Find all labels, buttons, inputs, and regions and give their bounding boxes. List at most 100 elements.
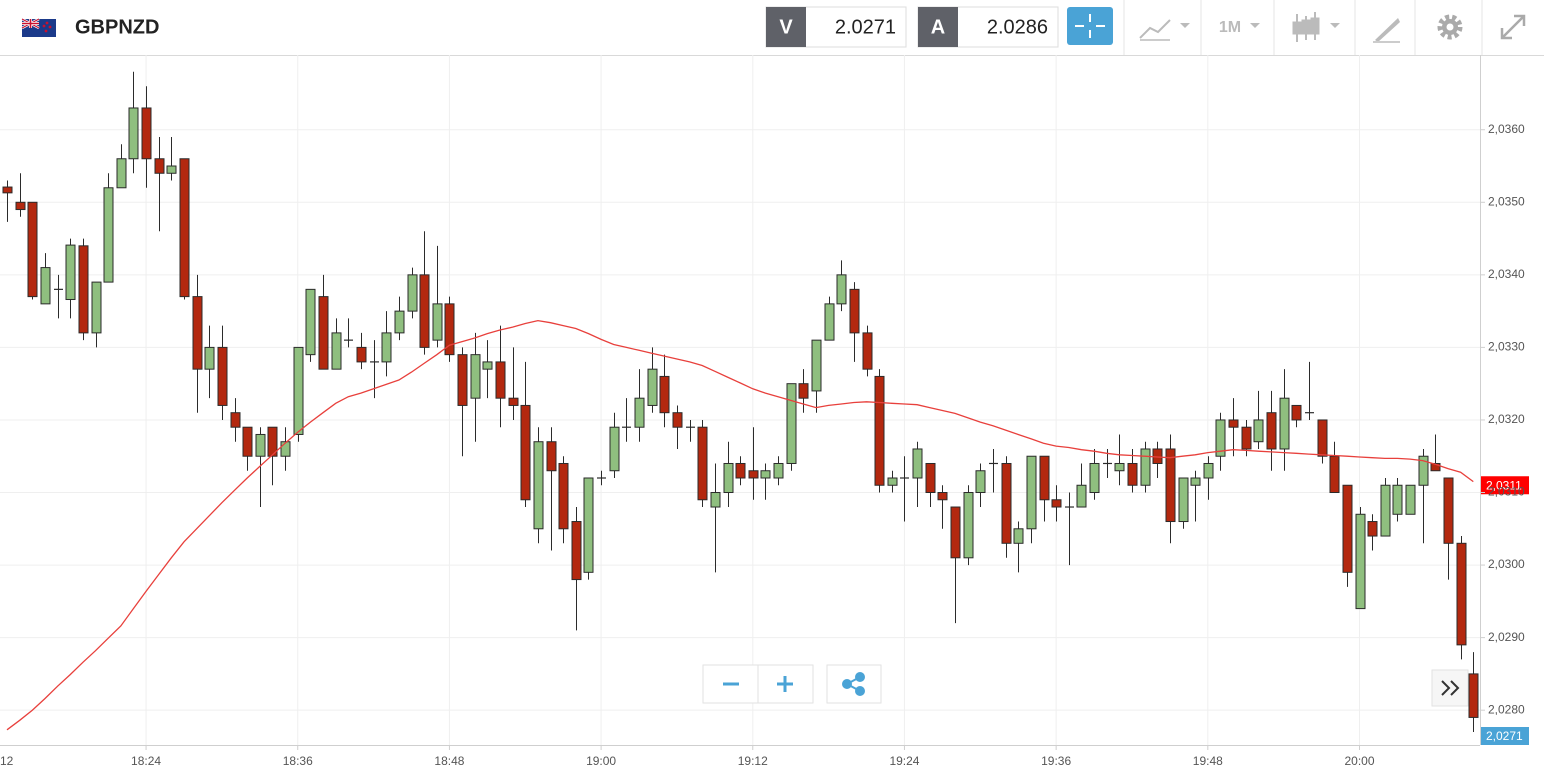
candle-body — [267, 426, 278, 457]
candle-body — [558, 462, 569, 530]
x-tick-label: 18:36 — [283, 754, 313, 768]
candle-body — [710, 492, 721, 508]
x-tick-label: 18:48 — [434, 754, 464, 768]
bid-price-tag-label: 2,0271 — [1486, 729, 1523, 743]
y-tick-label: 2,0340 — [1488, 267, 1525, 281]
candle-body — [305, 288, 316, 356]
y-tick-label: 2,0280 — [1488, 702, 1525, 716]
candle-body — [1355, 513, 1366, 610]
candle-body — [318, 296, 329, 370]
buy-label: A — [931, 16, 945, 38]
candle-body — [280, 441, 291, 457]
y-tick-label: 2,0320 — [1488, 412, 1525, 426]
candle-body — [1367, 521, 1378, 537]
candle-body — [1317, 419, 1328, 457]
chart-type-button[interactable] — [1139, 19, 1190, 41]
y-tick-label: 2,0330 — [1488, 340, 1525, 354]
x-tick-label: 19:00 — [586, 754, 616, 768]
candle-body — [1165, 448, 1176, 523]
zoom-in[interactable] — [777, 676, 793, 692]
last-price-tag-label: 2,0311 — [1486, 478, 1522, 492]
candle-body — [1405, 484, 1416, 515]
candle-body — [1215, 419, 1226, 457]
crosshair-button[interactable] — [1067, 7, 1113, 45]
candle-body — [634, 397, 645, 428]
candle-body — [331, 332, 342, 370]
candle-body — [482, 361, 493, 370]
draw-tool-button[interactable] — [1373, 18, 1400, 43]
symbol: GBPNZD — [75, 16, 159, 38]
x-tick-label: 20:00 — [1344, 754, 1374, 768]
candle-body — [40, 267, 51, 305]
candle-body — [1076, 484, 1087, 508]
candle-body — [103, 187, 114, 283]
candle-body — [874, 375, 885, 486]
candle-style-button[interactable] — [1292, 12, 1340, 42]
candle-body — [495, 361, 506, 399]
candle-body — [192, 296, 203, 370]
candle-body — [15, 201, 26, 211]
candle-body — [444, 303, 455, 356]
x-tick-label: 19:36 — [1041, 754, 1071, 768]
flag-icon — [21, 17, 56, 37]
candle-body — [242, 426, 253, 457]
candle-body — [748, 470, 759, 479]
candle-body — [672, 412, 683, 428]
candle-body — [116, 158, 127, 189]
candle-body — [356, 346, 367, 363]
candle-body — [1392, 484, 1403, 515]
candle-body — [27, 201, 38, 298]
sell-price: 2.0271 — [835, 16, 896, 38]
scroll-to-end-button[interactable] — [1431, 669, 1469, 707]
candle-body — [141, 107, 152, 160]
overlay: 2,0311 2,0271 — [1481, 476, 1529, 745]
candle-body — [470, 354, 481, 399]
candle-body — [950, 506, 961, 559]
candle-body — [230, 412, 241, 428]
candle-body — [723, 462, 734, 494]
settings-button[interactable] — [1437, 14, 1463, 40]
candle-body — [1203, 462, 1214, 479]
candle-body — [91, 281, 102, 334]
y-tick-label: 2,0290 — [1488, 630, 1525, 644]
candle-body — [1089, 462, 1100, 494]
candle-body — [546, 441, 557, 472]
candle-body — [166, 165, 177, 174]
candle-body — [583, 477, 594, 573]
share-button[interactable] — [842, 672, 865, 696]
candle-body — [1114, 462, 1125, 472]
candle-body — [963, 492, 974, 559]
moving-average-line — [6, 319, 1474, 731]
sell-label: V — [779, 16, 793, 38]
candle-body — [811, 339, 822, 392]
candle-body — [609, 426, 620, 472]
candle-body — [1468, 673, 1479, 718]
candle-body — [520, 404, 531, 501]
candle-body — [697, 426, 708, 501]
candle-body — [1342, 484, 1353, 573]
candle-body — [1291, 404, 1302, 421]
candle-body — [1013, 528, 1024, 544]
candle-body — [1456, 542, 1467, 646]
candle-body — [735, 462, 746, 479]
candle-body — [836, 274, 847, 305]
y-tick-label: 2,0360 — [1488, 122, 1525, 136]
timeframe-button[interactable]: 1M — [1219, 19, 1260, 36]
candle-body — [647, 368, 658, 406]
sell-button[interactable]: V 2.0271 — [765, 6, 907, 48]
candle-body — [1190, 477, 1201, 486]
candle-body — [65, 244, 76, 301]
candle-body — [1228, 419, 1239, 428]
x-tick-label: 19:12 — [738, 754, 768, 768]
candle-body — [204, 346, 215, 370]
candle-body — [773, 462, 784, 479]
fullscreen-button[interactable] — [1500, 14, 1526, 40]
buy-button[interactable]: A 2.0286 — [917, 6, 1059, 48]
candle-body — [798, 383, 809, 399]
candle-body — [571, 521, 582, 581]
candle-body — [925, 462, 936, 494]
candle-body — [255, 433, 266, 457]
candle-body — [293, 346, 304, 435]
y-tick-label: 2,0350 — [1488, 194, 1525, 208]
